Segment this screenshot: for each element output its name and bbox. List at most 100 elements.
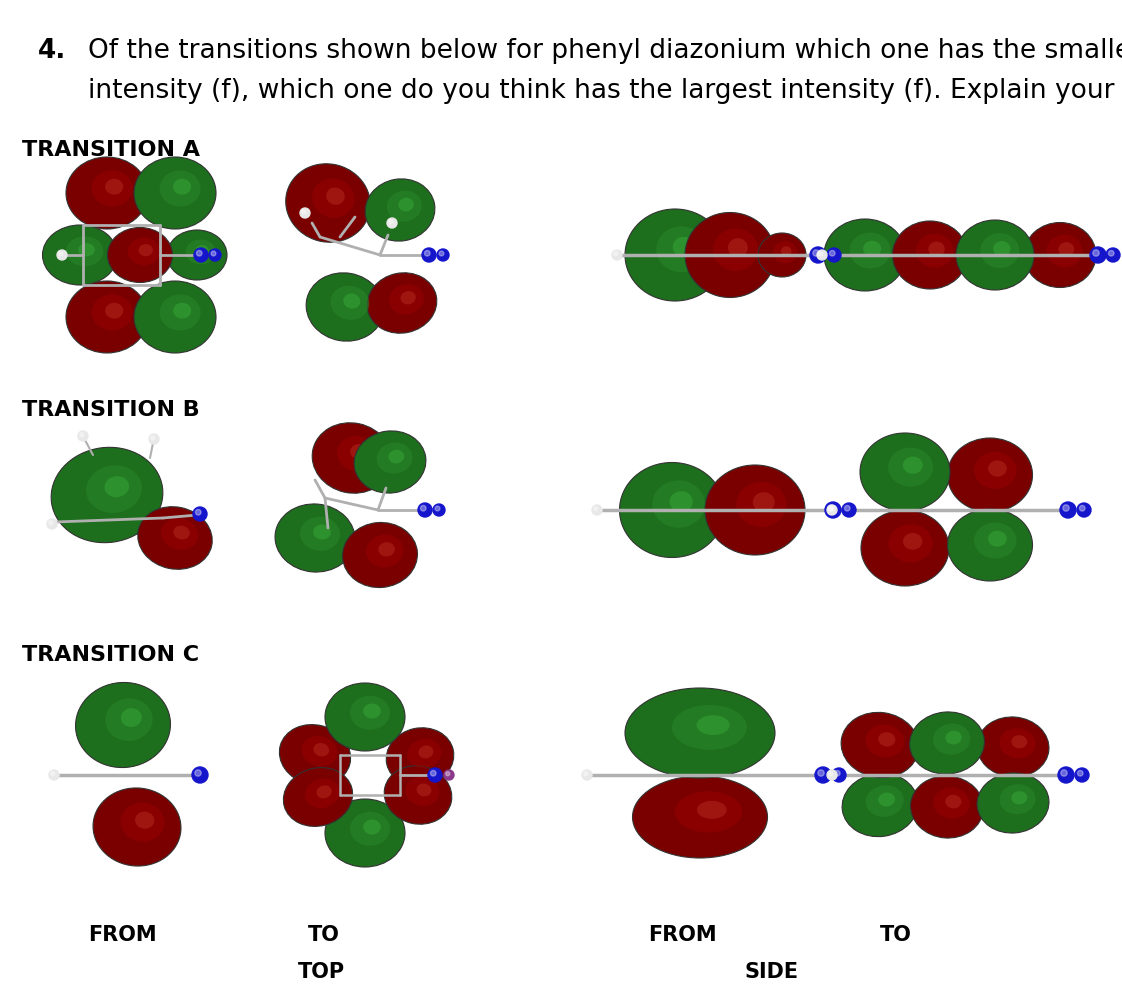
Ellipse shape [773,241,797,263]
Circle shape [1075,768,1089,782]
Ellipse shape [824,219,905,291]
Circle shape [818,770,825,776]
Circle shape [817,250,827,260]
Ellipse shape [934,724,971,755]
Ellipse shape [977,717,1049,777]
Ellipse shape [843,773,918,837]
Circle shape [194,248,208,262]
Circle shape [424,250,430,256]
Ellipse shape [350,812,390,846]
Ellipse shape [652,480,705,528]
Circle shape [842,503,856,517]
Ellipse shape [105,179,123,195]
Ellipse shape [66,236,103,266]
Circle shape [827,248,842,262]
Circle shape [829,507,833,511]
Ellipse shape [910,712,984,774]
Circle shape [1060,502,1076,518]
Ellipse shape [977,773,1049,833]
Ellipse shape [1024,223,1096,288]
Ellipse shape [981,233,1020,268]
Text: TOP: TOP [298,962,346,982]
Circle shape [300,208,310,218]
Ellipse shape [284,768,352,826]
Ellipse shape [865,725,904,757]
Ellipse shape [75,682,171,768]
Ellipse shape [138,244,153,256]
Circle shape [583,772,588,776]
Ellipse shape [625,688,775,778]
Ellipse shape [378,542,395,556]
Circle shape [209,249,221,261]
Ellipse shape [405,777,439,806]
Ellipse shape [173,303,191,319]
Circle shape [592,505,603,515]
Ellipse shape [159,294,201,330]
Ellipse shape [366,535,404,567]
Ellipse shape [364,820,380,835]
Circle shape [193,507,206,521]
Circle shape [80,433,84,437]
Ellipse shape [342,522,417,588]
Ellipse shape [674,791,742,832]
Circle shape [1077,503,1091,517]
Circle shape [433,504,445,516]
Circle shape [845,505,850,511]
Ellipse shape [386,728,453,786]
Circle shape [195,770,201,776]
Circle shape [387,218,397,228]
Text: TO: TO [309,925,340,945]
Circle shape [611,250,622,260]
Circle shape [594,507,598,511]
Circle shape [1089,247,1106,263]
Ellipse shape [946,731,962,744]
Circle shape [211,251,215,256]
Ellipse shape [892,221,967,289]
Ellipse shape [946,795,962,808]
Ellipse shape [325,683,405,751]
Circle shape [833,768,846,782]
Ellipse shape [974,452,1017,489]
Ellipse shape [686,213,775,298]
Circle shape [1058,767,1074,783]
Ellipse shape [1000,784,1036,814]
Ellipse shape [398,198,414,211]
Circle shape [419,503,432,517]
Ellipse shape [401,291,416,304]
Ellipse shape [1058,242,1074,256]
Ellipse shape [86,465,141,513]
Ellipse shape [92,294,132,330]
Text: TRANSITION A: TRANSITION A [22,140,200,160]
Ellipse shape [275,504,355,572]
Ellipse shape [195,245,209,256]
Ellipse shape [300,517,340,551]
Ellipse shape [350,444,368,460]
Circle shape [445,772,450,776]
Ellipse shape [988,531,1006,547]
Ellipse shape [916,234,954,268]
Ellipse shape [956,220,1034,290]
Ellipse shape [714,228,758,271]
Circle shape [196,250,202,256]
Ellipse shape [316,785,332,798]
Ellipse shape [911,776,984,838]
Circle shape [192,767,208,783]
Ellipse shape [173,179,191,195]
Ellipse shape [327,188,344,205]
Ellipse shape [866,785,903,817]
Circle shape [431,770,436,776]
Ellipse shape [947,509,1032,581]
Ellipse shape [286,164,370,242]
Circle shape [302,210,306,214]
Ellipse shape [889,524,932,562]
Ellipse shape [52,447,163,543]
Circle shape [436,249,449,261]
Ellipse shape [672,705,747,750]
Ellipse shape [337,436,377,471]
Circle shape [427,768,442,782]
Circle shape [810,247,826,263]
Ellipse shape [705,465,804,555]
Ellipse shape [306,273,384,341]
Text: FROM: FROM [649,925,717,945]
Ellipse shape [863,241,881,257]
